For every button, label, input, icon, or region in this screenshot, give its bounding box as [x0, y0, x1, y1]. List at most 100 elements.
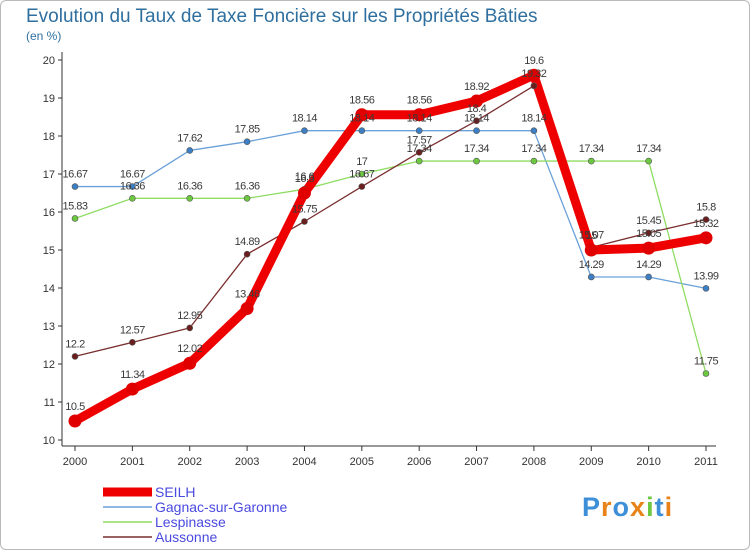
data-point — [125, 382, 139, 396]
data-label: 15.83 — [62, 200, 87, 212]
data-label: 18.14 — [521, 113, 546, 125]
data-point — [473, 117, 480, 125]
data-point — [702, 216, 710, 223]
data-point — [71, 215, 79, 222]
series-line-lespinasse — [74, 160, 707, 375]
data-point — [645, 229, 652, 237]
data-label: 16.67 — [62, 169, 87, 181]
data-point — [530, 157, 538, 165]
data-label: 15 — [586, 230, 598, 242]
y-tick-label: 20 — [43, 55, 55, 67]
data-point — [186, 195, 194, 202]
data-point — [71, 183, 79, 190]
data-point — [645, 157, 652, 165]
data-point — [129, 339, 136, 346]
data-point — [243, 138, 251, 145]
data-point — [301, 127, 308, 134]
data-label: 16.6 — [295, 171, 315, 183]
legend: SEILHGagnac-sur-GaronneLespinasseAussonn… — [103, 484, 288, 545]
x-tick-label: 2000 — [63, 456, 87, 468]
data-label: 19.32 — [521, 68, 546, 80]
data-point — [297, 186, 311, 200]
legend-label: Lespinasse — [155, 514, 226, 530]
data-label: 10.5 — [65, 401, 85, 413]
data-point — [473, 157, 480, 165]
data-point — [415, 127, 423, 134]
data-point — [358, 170, 366, 178]
data-label: 19.6 — [524, 55, 544, 67]
data-label: 18.56 — [407, 95, 432, 107]
legend-label: Aussonne — [155, 529, 217, 545]
x-tick-label: 2001 — [120, 456, 144, 468]
data-label: 16.67 — [120, 169, 145, 181]
data-label: 18.92 — [464, 81, 489, 93]
data-label: 16.36 — [235, 180, 260, 192]
data-label: 17 — [356, 156, 368, 168]
data-label: 18.14 — [349, 113, 374, 125]
data-label: 13.99 — [693, 270, 718, 282]
y-axis-ticks: 10 11 12 13 14 15 16 17 18 19 20 — [43, 55, 62, 447]
data-point — [243, 195, 251, 202]
data-point — [183, 356, 197, 370]
proxiti-logo: Proxiti — [582, 492, 673, 522]
data-point — [415, 149, 423, 156]
data-label: 18.14 — [464, 113, 489, 125]
data-point — [530, 82, 538, 90]
x-tick-label: 2007 — [464, 456, 488, 468]
data-point — [587, 157, 595, 165]
data-label: 16.67 — [349, 169, 374, 181]
data-point — [129, 195, 136, 202]
y-tick-label: 16 — [43, 207, 55, 219]
data-label: 16.5 — [295, 173, 315, 185]
data-label: 15.8 — [696, 202, 716, 214]
data-label: 17.34 — [464, 143, 489, 155]
data-label: 14.29 — [579, 259, 604, 271]
data-label: 18.4 — [467, 103, 487, 115]
data-point — [71, 353, 79, 360]
data-point — [470, 94, 484, 108]
x-tick-label: 2006 — [407, 456, 431, 468]
data-point — [702, 370, 710, 377]
legend-label: Gagnac-sur-Garonne — [155, 499, 288, 515]
data-point — [642, 241, 656, 255]
chart-subtitle: (en %) — [26, 29, 61, 43]
data-label: 12.57 — [120, 324, 145, 336]
data-label: 15.07 — [579, 229, 604, 241]
series-lines — [70, 70, 711, 426]
data-label: 15.32 — [693, 218, 718, 230]
data-point — [584, 243, 598, 257]
legend-label: SEILH — [155, 484, 195, 500]
data-point — [68, 414, 82, 428]
y-tick-label: 12 — [43, 359, 55, 371]
data-label: 17.85 — [235, 124, 260, 136]
data-point — [587, 273, 595, 281]
data-label: 12.95 — [177, 310, 202, 322]
data-point — [129, 183, 136, 190]
y-tick-label: 14 — [43, 283, 55, 295]
x-tick-label: 2008 — [522, 456, 546, 468]
data-label: 17.34 — [579, 143, 604, 155]
x-tick-label: 2002 — [177, 456, 201, 468]
data-label: 17.34 — [521, 143, 546, 155]
data-label: 11.34 — [120, 369, 145, 381]
data-label: 18.14 — [292, 113, 317, 125]
data-point — [186, 147, 194, 154]
data-label: 12.2 — [65, 338, 85, 350]
y-tick-label: 11 — [44, 397, 55, 409]
data-point — [415, 157, 423, 165]
y-tick-label: 15 — [43, 245, 55, 257]
data-label: 17.62 — [177, 132, 202, 144]
x-tick-label: 2010 — [636, 456, 660, 468]
data-point — [186, 324, 194, 332]
series-line-gagnac-sur-garonne — [74, 130, 707, 290]
data-point — [301, 218, 308, 225]
data-label: 15.75 — [292, 204, 317, 216]
data-point — [645, 273, 652, 281]
series-line-seilh — [70, 70, 711, 426]
data-point — [473, 127, 480, 134]
data-label: 18.56 — [349, 95, 374, 107]
y-tick-label: 13 — [43, 321, 55, 333]
data-point — [527, 68, 541, 82]
x-tick-label: 2011 — [694, 456, 718, 468]
